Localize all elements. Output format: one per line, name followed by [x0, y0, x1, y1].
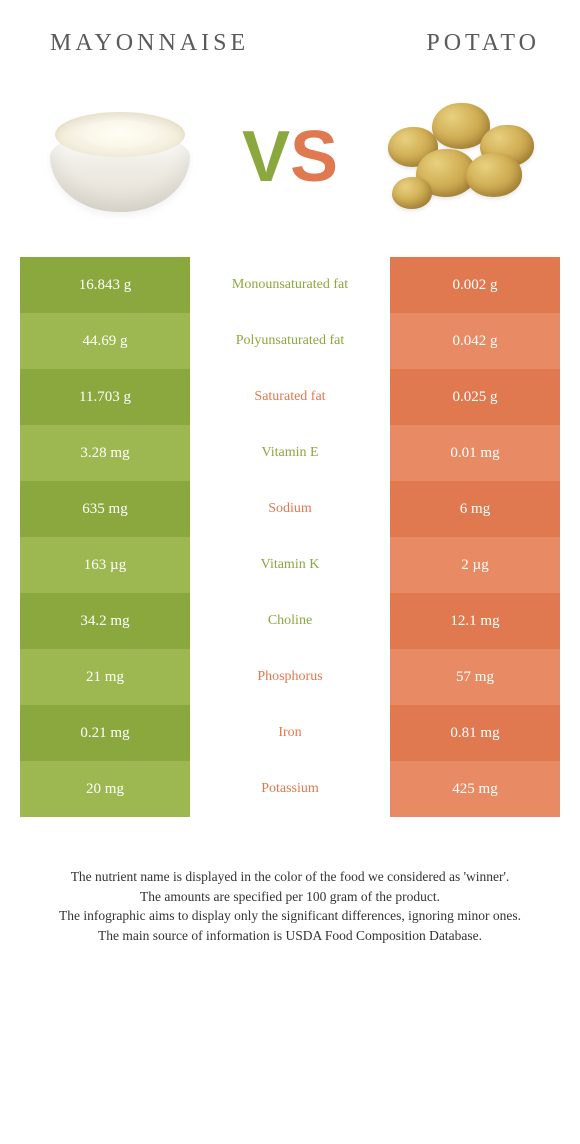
header-row: MAYONNAISE POTATO: [20, 30, 560, 67]
left-value: 20 mg: [20, 761, 190, 817]
nutrient-label: Phosphorus: [190, 649, 390, 705]
nutrient-label: Polyunsaturated fat: [190, 313, 390, 369]
mayonnaise-image: [40, 87, 200, 227]
table-row: 34.2 mgCholine12.1 mg: [20, 593, 560, 649]
right-value: 12.1 mg: [390, 593, 560, 649]
vs-label: VS: [242, 116, 338, 198]
right-value: 6 mg: [390, 481, 560, 537]
left-value: 16.843 g: [20, 257, 190, 313]
left-value: 635 mg: [20, 481, 190, 537]
table-row: 21 mgPhosphorus57 mg: [20, 649, 560, 705]
table-row: 11.703 gSaturated fat0.025 g: [20, 369, 560, 425]
right-value: 0.01 mg: [390, 425, 560, 481]
vs-v: V: [242, 117, 290, 197]
right-value: 0.025 g: [390, 369, 560, 425]
left-value: 34.2 mg: [20, 593, 190, 649]
nutrient-label: Vitamin K: [190, 537, 390, 593]
nutrient-label: Vitamin E: [190, 425, 390, 481]
vs-s: S: [290, 117, 338, 197]
left-value: 21 mg: [20, 649, 190, 705]
nutrient-label: Iron: [190, 705, 390, 761]
table-row: 16.843 gMonounsaturated fat0.002 g: [20, 257, 560, 313]
left-value: 3.28 mg: [20, 425, 190, 481]
table-row: 20 mgPotassium425 mg: [20, 761, 560, 817]
nutrient-label: Monounsaturated fat: [190, 257, 390, 313]
left-value: 0.21 mg: [20, 705, 190, 761]
right-value: 0.042 g: [390, 313, 560, 369]
footer-line-4: The main source of information is USDA F…: [40, 926, 540, 946]
table-row: 163 µgVitamin K2 µg: [20, 537, 560, 593]
footer-line-1: The nutrient name is displayed in the co…: [40, 867, 540, 887]
table-row: 0.21 mgIron0.81 mg: [20, 705, 560, 761]
nutrient-label: Potassium: [190, 761, 390, 817]
infographic-container: MAYONNAISE POTATO VS 16.843 gMonounsat: [0, 0, 580, 965]
images-row: VS: [20, 67, 560, 257]
nutrient-table: 16.843 gMonounsaturated fat0.002 g44.69 …: [20, 257, 560, 817]
right-value: 0.81 mg: [390, 705, 560, 761]
food-left-title: MAYONNAISE: [50, 30, 249, 57]
left-value: 11.703 g: [20, 369, 190, 425]
nutrient-label: Choline: [190, 593, 390, 649]
left-value: 44.69 g: [20, 313, 190, 369]
right-value: 0.002 g: [390, 257, 560, 313]
right-value: 57 mg: [390, 649, 560, 705]
left-value: 163 µg: [20, 537, 190, 593]
nutrient-label: Sodium: [190, 481, 390, 537]
right-value: 425 mg: [390, 761, 560, 817]
right-value: 2 µg: [390, 537, 560, 593]
table-row: 44.69 gPolyunsaturated fat0.042 g: [20, 313, 560, 369]
potato-image: [380, 87, 540, 227]
table-row: 635 mgSodium6 mg: [20, 481, 560, 537]
nutrient-label: Saturated fat: [190, 369, 390, 425]
table-row: 3.28 mgVitamin E0.01 mg: [20, 425, 560, 481]
footer-line-2: The amounts are specified per 100 gram o…: [40, 887, 540, 907]
footer-notes: The nutrient name is displayed in the co…: [20, 817, 560, 945]
food-right-title: POTATO: [426, 30, 540, 57]
footer-line-3: The infographic aims to display only the…: [40, 906, 540, 926]
